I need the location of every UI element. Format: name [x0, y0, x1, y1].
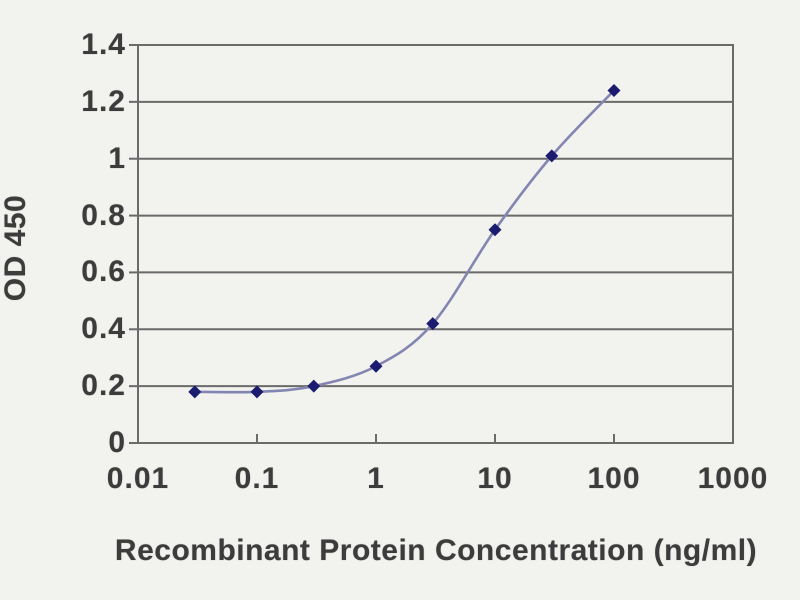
- x-tick-label: 1: [367, 462, 385, 495]
- y-tick-label: 0.6: [81, 255, 126, 289]
- x-tick-label: 0.1: [234, 462, 280, 495]
- plot-border: [137, 44, 734, 444]
- y-tick-label: 0.2: [81, 369, 126, 403]
- data-point-marker: [607, 83, 621, 97]
- y-tick-label: 0: [108, 426, 126, 459]
- y-tick-label: 0.4: [81, 312, 126, 346]
- x-tick-label: 0.01: [106, 462, 170, 495]
- x-tick-label: 1000: [697, 462, 769, 495]
- x-axis-title: Recombinant Protein Concentration (ng/ml…: [114, 534, 758, 567]
- data-point-marker: [488, 223, 502, 237]
- y-tick-label: 1.2: [81, 84, 126, 118]
- x-tick-label: 10: [477, 462, 513, 495]
- data-point-marker: [369, 359, 383, 373]
- data-point-marker: [250, 385, 264, 399]
- y-tick-label: 1: [108, 141, 126, 175]
- y-axis-title: OD 450: [0, 194, 32, 302]
- data-point-marker: [188, 385, 202, 399]
- data-point-marker: [545, 149, 559, 163]
- data-point-marker: [307, 379, 321, 393]
- data-point-marker: [426, 317, 440, 331]
- y-tick-label: 0.8: [81, 198, 126, 232]
- x-tick-label: 100: [587, 462, 641, 495]
- y-tick-label: 1.4: [81, 28, 126, 61]
- series-line: [194, 89, 615, 394]
